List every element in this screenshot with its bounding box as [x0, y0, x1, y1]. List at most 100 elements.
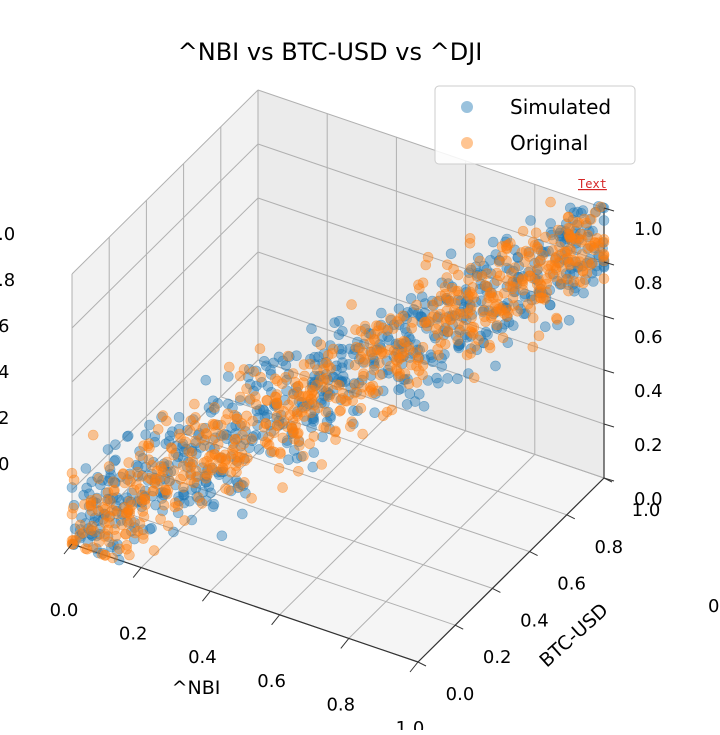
point-original — [381, 325, 393, 336]
point-simulated — [237, 508, 248, 520]
point-simulated — [132, 461, 144, 472]
point-original — [298, 359, 310, 370]
z-tick-mark — [603, 369, 615, 374]
point-original — [68, 474, 80, 486]
point-original — [157, 410, 169, 421]
point-original — [92, 505, 104, 516]
point-simulated — [343, 389, 355, 401]
point-original — [420, 259, 432, 271]
point-original — [284, 409, 296, 421]
point-simulated — [308, 447, 320, 458]
point-original — [273, 462, 285, 474]
point-original — [155, 471, 167, 483]
point-simulated — [140, 429, 151, 441]
point-original — [117, 468, 129, 479]
point-original — [89, 526, 100, 537]
point-original — [479, 280, 491, 292]
point-original — [229, 442, 240, 453]
point-original — [121, 507, 133, 519]
point-original — [121, 510, 132, 521]
point-simulated — [452, 373, 463, 385]
x-tick-mark — [340, 638, 350, 649]
point-original — [237, 429, 248, 441]
point-original — [428, 309, 440, 321]
point-original — [491, 275, 503, 286]
point-original — [325, 362, 337, 374]
point-original — [446, 282, 458, 294]
point-simulated — [598, 215, 610, 226]
z-tick-label: 0.4 — [634, 381, 663, 402]
point-original — [315, 339, 327, 351]
point-simulated — [146, 522, 157, 534]
point-original — [271, 375, 283, 387]
point-original — [246, 433, 257, 445]
x-tick-label: 0.4 — [188, 647, 217, 668]
point-original — [123, 457, 134, 468]
point-simulated — [306, 422, 317, 433]
point-original — [556, 262, 568, 273]
x-tick-label: 0.2 — [119, 624, 148, 645]
left-partial-tick-label: .8 — [0, 270, 15, 291]
gridline-z-left — [71, 197, 259, 383]
point-original — [97, 502, 109, 513]
point-original — [517, 225, 529, 237]
point-original — [124, 549, 135, 561]
point-original — [551, 314, 563, 325]
point-simulated — [317, 431, 328, 443]
point-original — [501, 304, 513, 316]
point-simulated — [203, 402, 215, 413]
point-original — [142, 440, 154, 452]
point-original — [578, 213, 590, 225]
point-simulated — [336, 362, 348, 374]
legend-marker-original — [461, 137, 473, 149]
gridline-y-floor — [146, 469, 493, 589]
point-simulated — [273, 351, 285, 363]
point-original — [161, 415, 172, 427]
point-original — [254, 343, 266, 355]
point-simulated — [162, 467, 173, 478]
point-simulated — [368, 358, 380, 369]
point-original — [593, 237, 604, 248]
point-original — [139, 493, 150, 505]
point-original — [107, 476, 119, 488]
point-original — [468, 372, 480, 384]
y-tick-mark — [454, 624, 464, 630]
point-original — [250, 399, 262, 410]
point-original — [364, 386, 376, 397]
point-original — [330, 425, 341, 437]
point-simulated — [399, 374, 411, 385]
point-original — [147, 485, 159, 497]
point-original — [412, 352, 424, 363]
point-original — [541, 273, 553, 284]
gridline-z-left — [71, 251, 259, 437]
point-original — [337, 393, 348, 404]
point-original — [357, 347, 369, 358]
point-original — [323, 391, 335, 403]
point-simulated — [200, 374, 212, 386]
x-tick-mark — [63, 543, 73, 555]
point-simulated — [291, 350, 302, 362]
y-tick-mark — [492, 587, 501, 593]
point-original — [93, 536, 105, 548]
point-original — [144, 442, 155, 454]
point-simulated — [393, 384, 404, 396]
point-simulated — [404, 388, 416, 400]
point-original — [564, 230, 575, 241]
point-simulated — [526, 294, 538, 306]
point-original — [248, 366, 259, 378]
point-simulated — [463, 368, 474, 379]
point-original — [67, 502, 79, 514]
point-original — [271, 389, 283, 400]
point-original — [219, 449, 231, 461]
point-original — [185, 461, 196, 473]
annotation-text: Text — [578, 177, 607, 191]
point-original — [320, 422, 332, 433]
point-original — [555, 278, 567, 289]
point-original — [576, 228, 587, 240]
grid — [71, 89, 605, 663]
point-simulated — [544, 299, 556, 311]
point-original — [535, 286, 547, 298]
point-simulated — [173, 411, 185, 423]
point-original — [308, 389, 320, 401]
point-simulated — [92, 515, 104, 527]
